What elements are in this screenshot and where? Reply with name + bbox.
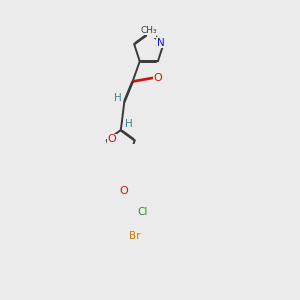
Text: O: O: [108, 134, 116, 144]
Text: O: O: [120, 186, 128, 196]
Text: O: O: [154, 73, 162, 83]
Text: H: H: [114, 93, 122, 103]
Text: CH₃: CH₃: [141, 26, 157, 35]
Text: H: H: [125, 119, 133, 129]
Text: Cl: Cl: [137, 207, 148, 217]
Text: Br: Br: [129, 231, 141, 241]
Text: N: N: [157, 38, 164, 48]
Text: N: N: [148, 27, 155, 37]
